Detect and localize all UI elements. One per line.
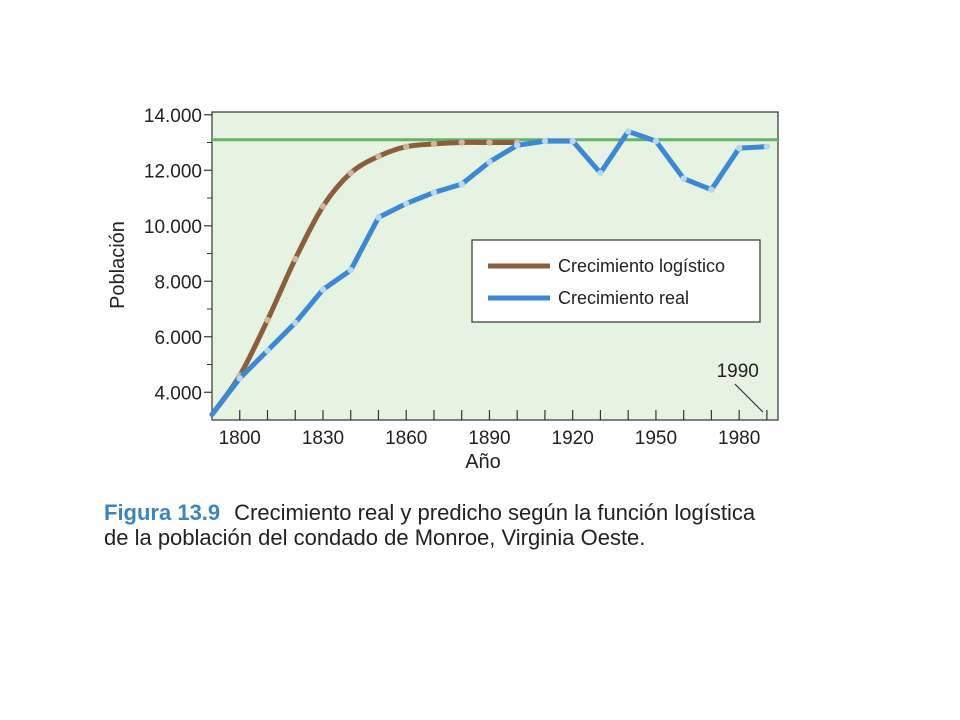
annotation-leader-line — [734, 383, 764, 413]
x-axis-label: Año — [465, 451, 501, 473]
real-point — [652, 137, 660, 145]
real-point — [541, 137, 549, 145]
figure-label: Figura 13.9 — [104, 500, 221, 525]
logistic-point — [264, 316, 271, 324]
x-tick-label: 1980 — [718, 428, 760, 449]
real-point — [430, 189, 438, 196]
real-point — [708, 186, 715, 193]
logistic-point — [292, 255, 299, 263]
x-tick-label: 1860 — [385, 428, 427, 449]
y-tick-label: 12.000 — [144, 161, 202, 182]
logistic-point — [375, 153, 382, 160]
x-tick-label: 1830 — [302, 428, 344, 449]
real-point — [375, 214, 382, 221]
annotation-1990: 1990 — [717, 361, 759, 382]
chart: 4.000 6.000 8.000 10.000 12.000 14.000 1800 183… — [107, 106, 779, 473]
real-point — [347, 266, 354, 274]
real-point — [486, 158, 493, 166]
y-tick-label: 8.000 — [154, 272, 202, 293]
y-tick-label: 10.000 — [144, 217, 202, 238]
real-point — [597, 169, 604, 177]
x-tick-label: 1800 — [219, 428, 261, 449]
logistic-point — [347, 169, 354, 177]
real-point — [458, 180, 465, 188]
real-point — [319, 286, 327, 293]
y-tick-label: 14.000 — [144, 106, 202, 127]
real-point — [569, 137, 576, 145]
logistic-point — [403, 143, 410, 150]
logistic-point — [430, 140, 438, 148]
caption-text: Crecimiento real y predicho según la fun… — [104, 500, 756, 550]
y-tick-label: 6.000 — [154, 328, 202, 349]
y-axis-label: Población — [107, 221, 129, 309]
x-tick-label: 1950 — [635, 428, 677, 449]
real-point — [403, 200, 410, 207]
real-point — [513, 142, 521, 149]
figure-caption: Figura 13.9 Crecimiento real y predicho s… — [104, 500, 764, 550]
legend-label-real: Crecimiento real — [558, 288, 689, 308]
logistic-point — [486, 139, 493, 146]
real-point — [264, 347, 271, 354]
real-point — [624, 128, 632, 135]
x-tick-label: 1920 — [552, 428, 594, 449]
legend-label-logistic: Crecimiento logístico — [558, 256, 725, 276]
logistic-point — [458, 139, 465, 146]
real-point — [236, 375, 243, 382]
legend-box — [471, 239, 761, 323]
real-point — [680, 175, 687, 182]
x-tick-label: 1890 — [468, 428, 510, 449]
y-tick-label: 4.000 — [154, 383, 202, 404]
real-point — [292, 319, 299, 327]
logistic-point — [319, 203, 327, 210]
real-point — [735, 144, 743, 152]
real-point — [763, 143, 771, 150]
